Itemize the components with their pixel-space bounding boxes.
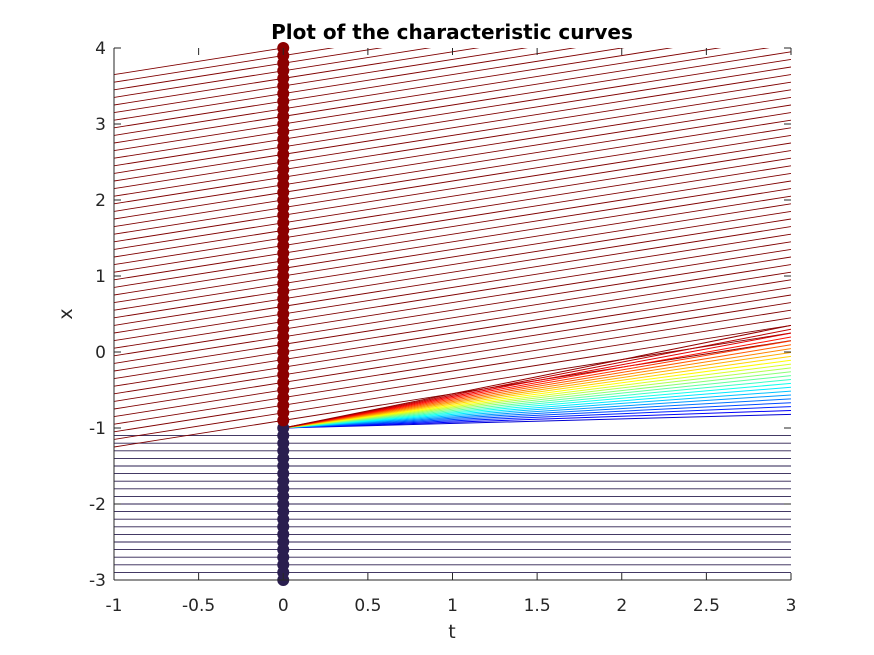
characteristic-line-upper: [114, 96, 791, 205]
characteristic-line-upper: [114, 294, 791, 402]
characteristic-line-upper: [114, 264, 791, 372]
characteristic-line-upper: [114, 48, 432, 98]
rarefaction-fan-line: [283, 355, 791, 429]
rarefaction-fan-line: [283, 340, 791, 429]
characteristic-line-upper: [114, 210, 791, 319]
axis-ticks: -1 -0.5 0 0.5 1 1.5 2 2.5 3 -3 -2 -1 0 1 2 3 4: [89, 39, 796, 616]
characteristic-line-upper: [114, 203, 791, 311]
x-tick-label: 1.5: [524, 596, 551, 616]
initial-points: [277, 42, 290, 586]
rarefaction-fan-line: [283, 409, 791, 429]
y-tick-label: 2: [95, 191, 106, 211]
characteristic-line-upper: [114, 279, 791, 387]
characteristic-line-upper: [114, 309, 791, 418]
characteristic-line-upper: [114, 286, 791, 395]
characteristic-line-upper: [114, 241, 791, 349]
characteristic-line-upper: [114, 127, 791, 235]
x-tick-label: -1: [106, 596, 123, 616]
y-tick-label: 1: [95, 267, 106, 287]
characteristic-line-upper: [114, 48, 335, 83]
characteristic-line-upper: [114, 48, 577, 121]
y-tick-label: -2: [89, 495, 106, 515]
characteristic-line-upper: [114, 134, 791, 243]
rarefaction-fan-line: [283, 402, 791, 429]
characteristic-line-upper: [114, 48, 528, 114]
characteristic-line-upper: [114, 165, 791, 273]
rarefaction-fan-line: [283, 375, 791, 429]
characteristic-curves: [114, 48, 791, 580]
rarefaction-fan-line: [283, 398, 791, 429]
rarefaction-fan-line: [283, 336, 791, 429]
rarefaction-fan-line: [283, 379, 791, 429]
rarefaction-fan-line: [283, 359, 791, 429]
x-tick-label: 1: [447, 596, 458, 616]
rarefaction-fan-line: [283, 348, 791, 429]
y-tick-label: 3: [95, 115, 106, 135]
y-tick-label: 0: [95, 343, 106, 363]
x-tick-label: 2.5: [693, 596, 720, 616]
characteristic-line-upper: [114, 256, 791, 364]
characteristic-line-upper: [114, 157, 791, 266]
x-tick-label: 2: [616, 596, 627, 616]
characteristic-line-upper: [114, 66, 791, 174]
characteristic-line-upper: [114, 81, 791, 190]
x-axis-label: t: [448, 621, 455, 643]
characteristic-line-upper: [114, 172, 791, 281]
plot-area: [114, 48, 791, 580]
rarefaction-fan-line: [283, 363, 791, 429]
characteristic-line-upper: [114, 48, 770, 152]
characteristic-line-upper: [114, 48, 287, 76]
characteristic-line-upper: [114, 51, 791, 159]
characteristic-line-upper: [114, 317, 791, 425]
characteristic-line-upper: [114, 48, 722, 144]
rarefaction-fan-line: [283, 367, 791, 429]
characteristic-line-upper: [114, 150, 791, 258]
characteristic-line-upper: [114, 248, 791, 357]
characteristic-line-upper: [114, 48, 625, 129]
rarefaction-fan-line: [283, 332, 791, 429]
characteristic-line-upper: [114, 180, 791, 288]
y-axis-label: x: [55, 308, 77, 319]
rarefaction-fan-line: [283, 351, 791, 429]
x-tick-label: -0.5: [182, 596, 215, 616]
rarefaction-fan-line: [283, 386, 791, 429]
characteristic-line-upper: [114, 119, 791, 228]
characteristic-line-upper: [114, 74, 791, 182]
rarefaction-fan-line: [283, 371, 791, 429]
y-tick-label: -3: [89, 571, 106, 591]
rarefaction-fan-line: [283, 324, 791, 429]
characteristic-line-upper: [114, 104, 791, 212]
characteristic-line-upper: [114, 48, 383, 91]
rarefaction-fan-line: [283, 328, 791, 429]
characteristic-line-upper: [114, 302, 791, 410]
rarefaction-fan-line: [283, 344, 791, 429]
characteristic-line-upper: [114, 58, 791, 167]
x-tick-label: 3: [786, 596, 797, 616]
characteristic-line-upper: [114, 142, 791, 250]
characteristic-line-upper: [114, 48, 674, 136]
characteristic-line-upper: [114, 218, 791, 326]
characteristic-line-upper: [114, 271, 791, 380]
rarefaction-fan-line: [283, 413, 791, 429]
rarefaction-fan-line: [283, 390, 791, 429]
chart-title: Plot of the characteristic curves: [271, 20, 633, 44]
y-tick-label: 4: [95, 39, 106, 59]
characteristic-line-upper: [114, 324, 791, 433]
characteristic-line-upper: [114, 195, 791, 304]
characteristic-line-upper: [114, 226, 791, 334]
x-tick-label: 0: [278, 596, 289, 616]
characteristic-line-upper: [114, 89, 791, 197]
characteristic-line-upper: [114, 233, 791, 342]
rarefaction-fan-line: [283, 382, 791, 429]
rarefaction-fan-line: [283, 394, 791, 429]
rarefaction-fan-line: [283, 406, 791, 429]
y-tick-label: -1: [89, 419, 106, 439]
characteristic-line-upper: [114, 188, 791, 296]
x-tick-label: 0.5: [354, 596, 381, 616]
characteristic-line-upper: [114, 112, 791, 220]
